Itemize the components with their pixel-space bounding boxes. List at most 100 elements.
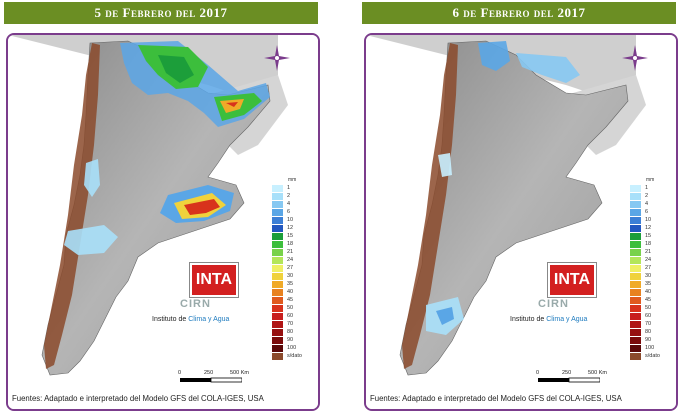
legend-row: 70 bbox=[272, 321, 312, 329]
legend-swatch bbox=[630, 225, 641, 232]
legend-row: 2 bbox=[272, 193, 312, 201]
legend-row: 6 bbox=[272, 209, 312, 217]
institute-highlight: Clima y Agua bbox=[546, 316, 588, 323]
legend-row: 4 bbox=[630, 201, 670, 209]
legend-row: 60 bbox=[630, 313, 670, 321]
legend-row: 60 bbox=[272, 313, 312, 321]
legend-row: 1 bbox=[630, 185, 670, 193]
scale-label-250: 250 bbox=[562, 370, 572, 376]
legend-row: 21 bbox=[272, 249, 312, 257]
scale-bar bbox=[538, 377, 600, 383]
legend-row: 35 bbox=[630, 281, 670, 289]
legend-swatch bbox=[272, 337, 283, 344]
legend-label: 1 bbox=[287, 185, 291, 191]
compass-rose-icon bbox=[622, 45, 648, 71]
legend-label: s/dato bbox=[287, 353, 302, 359]
no-data-region bbox=[44, 43, 100, 369]
legend-row: 2 bbox=[630, 193, 670, 201]
legend-label: 40 bbox=[287, 289, 294, 295]
legend-row: 50 bbox=[272, 305, 312, 313]
legend-label: 60 bbox=[287, 313, 294, 319]
institute-highlight: Clima y Agua bbox=[188, 316, 230, 323]
map-frame: mm 1 2 4 6 10 12 15 18 21 24 27 30 35 40 45 50 60 70 80 90 10… bbox=[6, 33, 320, 411]
legend-swatch bbox=[272, 321, 283, 328]
legend-label: 6 bbox=[645, 209, 649, 215]
legend-label: 12 bbox=[287, 225, 294, 231]
legend-row: 12 bbox=[630, 225, 670, 233]
no-data-region bbox=[402, 43, 458, 369]
legend-label: 27 bbox=[287, 265, 294, 271]
legend-row: 40 bbox=[272, 289, 312, 297]
legend-row: 21 bbox=[630, 249, 670, 257]
legend-label: 90 bbox=[645, 337, 652, 343]
legend-label: 70 bbox=[645, 321, 652, 327]
institute-label: Instituto de Clima y Agua bbox=[152, 316, 229, 323]
legend-label: 21 bbox=[645, 249, 652, 255]
legend-swatch bbox=[630, 265, 641, 272]
legend-swatch bbox=[630, 233, 641, 240]
legend-row: 80 bbox=[272, 329, 312, 337]
legend-label: 50 bbox=[645, 305, 652, 311]
legend-label: 6 bbox=[287, 209, 291, 215]
legend-unit: mm bbox=[288, 177, 297, 183]
legend-swatch bbox=[272, 193, 283, 200]
legend-swatch bbox=[272, 185, 283, 192]
legend-label: 70 bbox=[287, 321, 294, 327]
cirn-label: CIRN bbox=[180, 298, 211, 310]
legend-swatch bbox=[272, 289, 283, 296]
legend-row: 90 bbox=[630, 337, 670, 345]
scale-bar bbox=[180, 377, 242, 383]
institute-label: Instituto de Clima y Agua bbox=[510, 316, 587, 323]
legend-row: 24 bbox=[272, 257, 312, 265]
legend-label: 24 bbox=[645, 257, 652, 263]
cirn-label: CIRN bbox=[538, 298, 569, 310]
legend-label: 80 bbox=[287, 329, 294, 335]
institute-prefix: Instituto de bbox=[510, 316, 547, 323]
legend-unit: mm bbox=[646, 177, 655, 183]
source-footer: Fuentes: Adaptado e interpretado del Mod… bbox=[370, 394, 622, 403]
map-title: 6 de Febrero del 2017 bbox=[362, 2, 676, 24]
legend-swatch bbox=[272, 249, 283, 256]
legend-label: 100 bbox=[645, 345, 655, 351]
legend-row: 18 bbox=[630, 241, 670, 249]
legend-label: 80 bbox=[645, 329, 652, 335]
legend-label: 30 bbox=[287, 273, 294, 279]
legend-row: 6 bbox=[630, 209, 670, 217]
legend-row: 35 bbox=[272, 281, 312, 289]
legend-swatch bbox=[630, 193, 641, 200]
legend-label: 60 bbox=[645, 313, 652, 319]
legend-swatch bbox=[272, 329, 283, 336]
inta-logo: INTA bbox=[190, 263, 238, 297]
scale-label-0: 0 bbox=[178, 370, 182, 376]
legend-swatch bbox=[272, 265, 283, 272]
scale-label-0: 0 bbox=[536, 370, 540, 376]
legend-label: 21 bbox=[287, 249, 294, 255]
legend-swatch bbox=[630, 321, 641, 328]
legend-label: 30 bbox=[645, 273, 652, 279]
legend-label: 15 bbox=[645, 233, 652, 239]
legend-row: 27 bbox=[630, 265, 670, 273]
legend-label: s/dato bbox=[645, 353, 660, 359]
legend-swatch bbox=[630, 329, 641, 336]
legend-swatch bbox=[272, 241, 283, 248]
legend-swatch bbox=[272, 345, 283, 352]
source-footer: Fuentes: Adaptado e interpretado del Mod… bbox=[12, 394, 264, 403]
legend-row: 80 bbox=[630, 329, 670, 337]
legend-row: 30 bbox=[630, 273, 670, 281]
legend-swatch bbox=[272, 353, 283, 360]
legend-swatch bbox=[272, 217, 283, 224]
legend-row: 45 bbox=[630, 297, 670, 305]
legend-label: 90 bbox=[287, 337, 294, 343]
legend-row: 12 bbox=[272, 225, 312, 233]
legend-row: 100 bbox=[272, 345, 312, 353]
compass-rose-icon bbox=[264, 45, 290, 71]
legend-swatch bbox=[272, 281, 283, 288]
legend-row: 4 bbox=[272, 201, 312, 209]
map-title: 5 de Febrero del 2017 bbox=[4, 2, 318, 24]
legend-swatch bbox=[630, 217, 641, 224]
legend-swatch bbox=[630, 281, 641, 288]
legend-swatch bbox=[630, 249, 641, 256]
legend-swatch bbox=[272, 305, 283, 312]
legend-row: 40 bbox=[630, 289, 670, 297]
legend-row: 15 bbox=[630, 233, 670, 241]
